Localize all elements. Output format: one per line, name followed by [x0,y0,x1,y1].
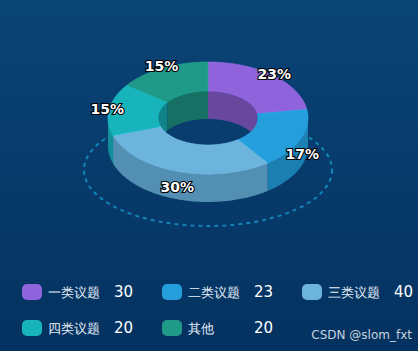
legend-item[interactable]: 一类议题 30 [22,283,133,301]
legend-value: 40 [394,283,413,301]
chart: 23%17%30%15%15%一类议题30二类议题23三类议题40四类议题20其… [0,0,418,351]
legend-swatch [22,320,42,336]
legend-label: 三类议题 [328,285,380,300]
legend-swatch [162,320,182,336]
data-label: 30% [160,179,194,195]
legend-item[interactable]: 二类议题 23 [162,283,273,301]
legend-value: 30 [114,283,133,301]
background [0,0,418,351]
legend-label: 一类议题 [48,285,100,300]
data-label: 15% [90,101,124,117]
legend-label: 二类议题 [188,285,240,300]
legend-item[interactable]: 四类议题 20 [22,319,133,337]
data-label: 17% [286,146,320,162]
legend-value: 20 [254,319,273,337]
donut [108,62,308,202]
legend-swatch [302,284,322,300]
legend-value: 23 [254,283,273,301]
data-label: 23% [258,66,292,82]
legend-swatch [162,284,182,300]
slice[interactable] [113,126,267,174]
legend-item[interactable]: 其他 20 [162,319,273,337]
slice[interactable] [208,62,307,114]
watermark: CSDN @slom_fxt [311,328,412,342]
data-label: 15% [145,58,179,74]
legend-item[interactable]: 三类议题 40 [302,283,413,301]
legend-swatch [22,284,42,300]
legend-label: 其他 [188,321,214,336]
legend-value: 20 [114,319,133,337]
data-labels: 23% 17% 30% 15% 15% [90,58,319,195]
legend-label: 四类议题 [48,321,100,336]
